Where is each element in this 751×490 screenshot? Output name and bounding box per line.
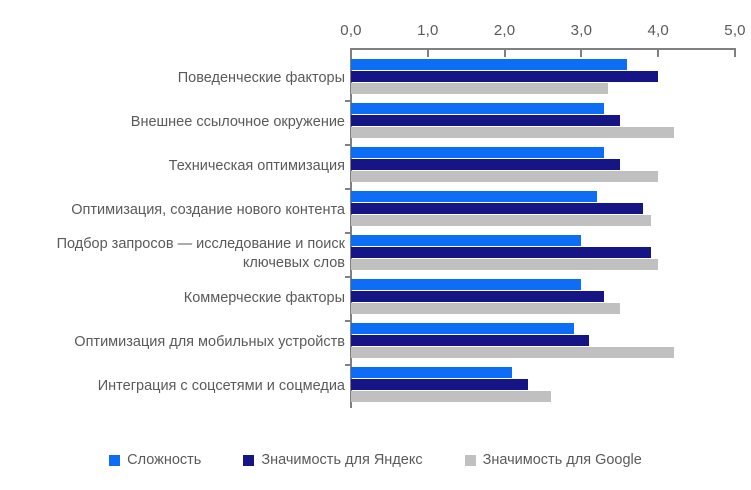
category-label: Подбор запросов — исследование и поиск к… bbox=[56, 236, 345, 271]
bars bbox=[351, 147, 736, 185]
x-axis-tick-label: 1,0 bbox=[417, 22, 439, 39]
legend-swatch-icon bbox=[243, 454, 255, 466]
legend-label: Сложность bbox=[127, 452, 202, 468]
y-axis-tick bbox=[345, 232, 351, 234]
category-label: Внешнее ссылочное окружение bbox=[130, 113, 345, 130]
x-axis-line bbox=[351, 48, 736, 50]
bar-group: Внешнее ссылочное окружение bbox=[0, 100, 751, 144]
legend-label: Значимость для Яндекс bbox=[261, 452, 423, 468]
bar-3 bbox=[351, 215, 651, 226]
bar-1 bbox=[351, 191, 597, 202]
y-axis-tick bbox=[345, 276, 351, 278]
x-axis-tick bbox=[350, 48, 352, 57]
bar-2 bbox=[351, 203, 643, 214]
x-axis-tick-label: 4,0 bbox=[647, 22, 669, 39]
bar-1 bbox=[351, 279, 582, 290]
bar-group: Интеграция с соцсетями и соцмедиа bbox=[0, 364, 751, 408]
x-axis-tick bbox=[503, 48, 506, 57]
bar-group: Подбор запросов — исследование и поиск к… bbox=[0, 232, 751, 276]
x-axis-tick bbox=[657, 48, 660, 57]
bar-2 bbox=[351, 247, 651, 258]
bar-2 bbox=[351, 335, 590, 346]
legend-item[interactable]: Значимость для Google bbox=[464, 452, 642, 468]
bar-group: Техническая оптимизация bbox=[0, 144, 751, 188]
chart-legend: Сложность Значимость для Яндекс Значимость… bbox=[0, 452, 751, 468]
bars bbox=[351, 103, 736, 141]
x-axis-tick bbox=[580, 48, 583, 57]
bar-group: Поведенческие факторы bbox=[0, 56, 751, 100]
x-axis-tick-label: 5,0 bbox=[724, 22, 746, 39]
bar-group: Оптимизация для мобильных устройств bbox=[0, 320, 751, 364]
category-label: Оптимизация для мобильных устройств bbox=[74, 333, 345, 350]
y-axis-tick bbox=[345, 188, 351, 190]
bar-1 bbox=[351, 147, 605, 158]
bars bbox=[351, 323, 736, 361]
plot-area: 0,0 1,0 2,0 3,0 4,0 5,0 Поведенческие факторы… bbox=[0, 22, 751, 422]
y-axis-line bbox=[350, 48, 352, 408]
bar-3 bbox=[351, 83, 609, 94]
bar-2 bbox=[351, 71, 659, 82]
bar-1 bbox=[351, 235, 582, 246]
category-label: Поведенческие факторы bbox=[177, 69, 345, 86]
y-axis-tick bbox=[345, 320, 351, 322]
y-axis-tick bbox=[345, 364, 351, 366]
x-axis-tick-label: 0,0 bbox=[340, 22, 362, 39]
legend-label: Значимость для Google bbox=[482, 452, 642, 468]
bar-3 bbox=[351, 347, 674, 358]
category-label: Интеграция с соцсетями и соцмедиа bbox=[97, 377, 345, 394]
bar-1 bbox=[351, 59, 628, 70]
bar-groups: Поведенческие факторы Внешнее ссылочное о… bbox=[0, 56, 751, 408]
category-label: Коммерческие факторы bbox=[183, 289, 345, 306]
x-axis-tick bbox=[734, 48, 736, 57]
bar-3 bbox=[351, 391, 551, 402]
bars bbox=[351, 59, 736, 97]
bar-1 bbox=[351, 323, 574, 334]
legend-item[interactable]: Сложность bbox=[109, 452, 201, 468]
x-axis-tick bbox=[426, 48, 429, 57]
x-axis-tick-label: 3,0 bbox=[570, 22, 593, 39]
bars bbox=[351, 235, 736, 273]
x-axis-tick-label: 2,0 bbox=[493, 22, 516, 39]
bars bbox=[351, 191, 736, 229]
y-axis-tick bbox=[345, 144, 351, 146]
bar-2 bbox=[351, 159, 620, 170]
bars bbox=[351, 279, 736, 317]
bar-2 bbox=[351, 379, 528, 390]
category-label: Оптимизация, создание нового контента bbox=[71, 201, 345, 218]
bar-3 bbox=[351, 303, 620, 314]
bars bbox=[351, 367, 736, 405]
bar-1 bbox=[351, 367, 513, 378]
legend-swatch-icon bbox=[109, 454, 121, 466]
y-axis-tick bbox=[345, 100, 351, 102]
legend-item[interactable]: Значимость для Яндекс bbox=[243, 452, 423, 468]
bar-2 bbox=[351, 291, 605, 302]
category-label: Техническая оптимизация bbox=[168, 157, 345, 174]
bar-group: Оптимизация, создание нового контента bbox=[0, 188, 751, 232]
bar-3 bbox=[351, 171, 659, 182]
bar-2 bbox=[351, 115, 620, 126]
bar-3 bbox=[351, 259, 659, 270]
x-axis-tick-labels: 0,0 1,0 2,0 3,0 4,0 5,0 bbox=[340, 22, 745, 44]
bar-1 bbox=[351, 103, 605, 114]
bar-group: Коммерческие факторы bbox=[0, 276, 751, 320]
legend-swatch-icon bbox=[464, 454, 476, 466]
bar-3 bbox=[351, 127, 674, 138]
